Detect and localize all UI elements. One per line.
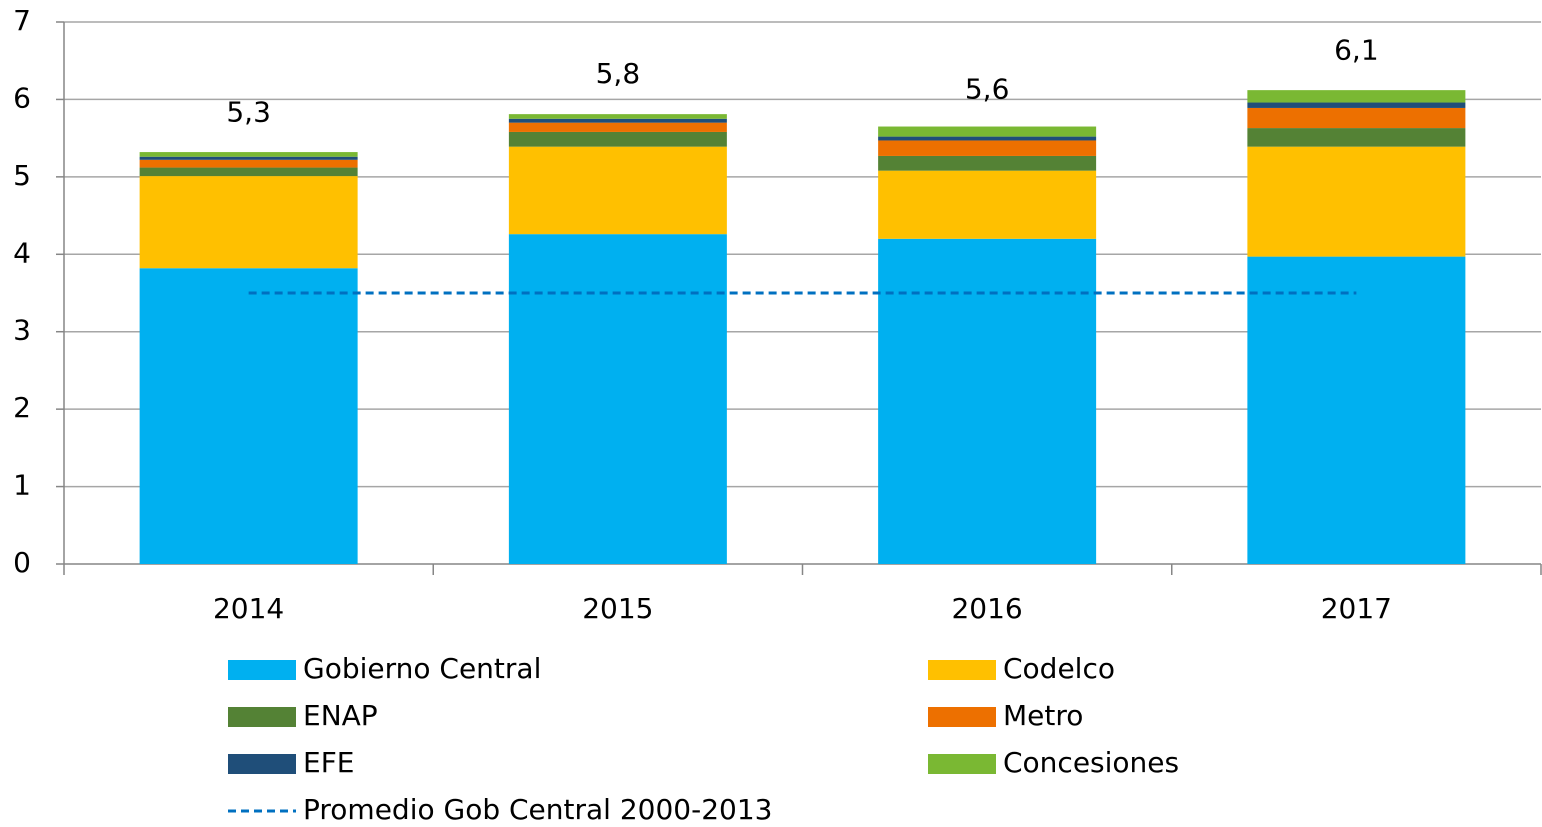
x-tick-label: 2017 xyxy=(1321,592,1392,625)
bar-segment xyxy=(878,136,1097,141)
bar-segment xyxy=(139,156,358,160)
bar-segment xyxy=(139,152,358,157)
bar-segment xyxy=(1247,107,1466,129)
total-label: 5,3 xyxy=(226,96,271,129)
bar-segment xyxy=(508,118,727,123)
y-tick-label: 1 xyxy=(13,469,31,502)
bar-segment xyxy=(1247,128,1466,147)
legend-swatch xyxy=(928,754,996,774)
legend-label: EFE xyxy=(303,746,355,779)
bar-segment xyxy=(508,146,727,235)
x-tick-label: 2014 xyxy=(213,592,284,625)
x-tick-label: 2016 xyxy=(951,592,1022,625)
bar-segment xyxy=(508,234,727,564)
total-label: 6,1 xyxy=(1334,34,1379,67)
bar-segment xyxy=(878,140,1097,156)
legend-label: Gobierno Central xyxy=(303,652,541,685)
legend-label: Codelco xyxy=(1003,652,1115,685)
total-label: 5,8 xyxy=(596,57,641,90)
y-tick-label: 7 xyxy=(13,4,31,37)
bar-segment xyxy=(1247,90,1466,103)
legend-swatch xyxy=(928,660,996,680)
y-tick-label: 2 xyxy=(13,391,31,424)
legend-swatch xyxy=(228,707,296,727)
y-tick-label: 0 xyxy=(13,546,31,579)
legend-label: Concesiones xyxy=(1003,746,1179,779)
bar-segment xyxy=(139,159,358,168)
bar-segment xyxy=(139,176,358,269)
x-tick-label: 2015 xyxy=(582,592,653,625)
bar-segment xyxy=(508,122,727,132)
legend-label: Metro xyxy=(1003,699,1083,732)
bar-segment xyxy=(508,131,727,147)
legend-label: ENAP xyxy=(303,699,378,732)
bar-segment xyxy=(878,155,1097,171)
legend-swatch xyxy=(928,707,996,727)
y-tick-label: 5 xyxy=(13,159,31,192)
bar-segment xyxy=(1247,102,1466,108)
bar-segment xyxy=(1247,146,1466,257)
bar-segment xyxy=(878,126,1097,137)
bar-segment xyxy=(508,114,727,119)
total-label: 5,6 xyxy=(965,72,1010,105)
bar-segment xyxy=(878,170,1097,239)
legend-swatch xyxy=(228,660,296,680)
bar-segment xyxy=(878,238,1097,565)
bar-segment xyxy=(139,167,358,177)
y-tick-label: 4 xyxy=(13,236,31,269)
bar-segment xyxy=(1247,256,1466,564)
y-tick-label: 3 xyxy=(13,314,31,347)
y-tick-label: 6 xyxy=(13,81,31,114)
legend-swatch xyxy=(228,754,296,774)
legend-label: Promedio Gob Central 2000-2013 xyxy=(303,793,772,826)
bar-segment xyxy=(139,268,358,564)
